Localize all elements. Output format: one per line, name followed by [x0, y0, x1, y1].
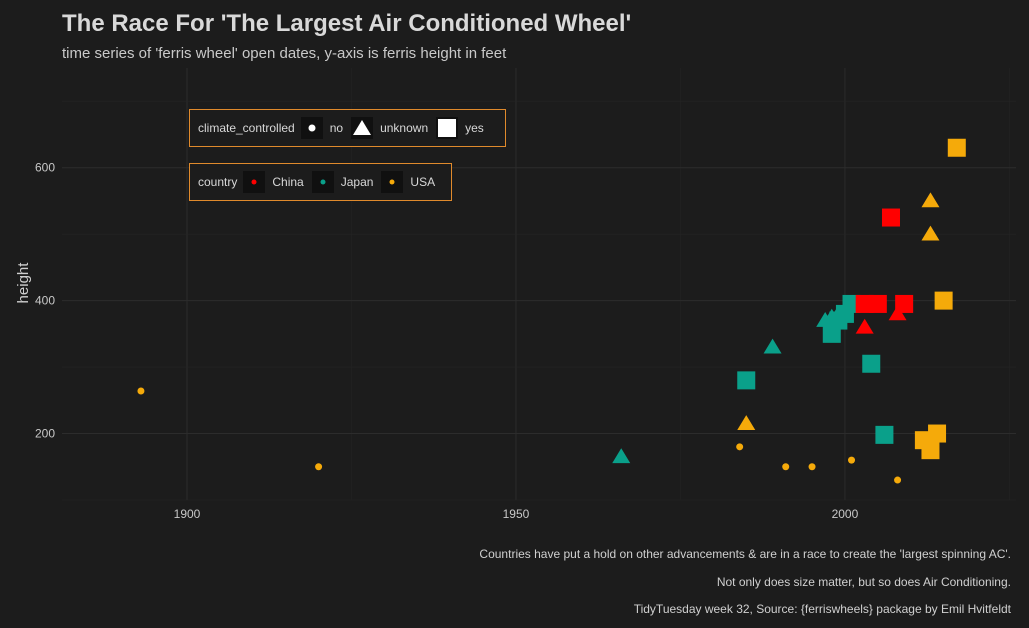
data-point-japan [862, 354, 881, 373]
data-point-usa [808, 463, 816, 471]
legend-country: country China Japan USA [189, 163, 452, 201]
usa-dot-icon [381, 171, 404, 193]
data-point-usa [782, 463, 790, 471]
legend-country-title: country [198, 175, 238, 189]
data-point-usa [315, 463, 323, 471]
data-point-usa [894, 476, 902, 484]
legend-label-china: China [272, 175, 304, 189]
legend-item-china: China [243, 171, 307, 193]
x-axis-ticks: 1900 1950 2000 [174, 507, 859, 521]
chart-title: The Race For 'The Largest Air Conditione… [62, 10, 632, 37]
legend-label-yes: yes [465, 121, 484, 135]
y-tick-label: 200 [35, 427, 55, 441]
legend-climate-controlled: climate_controlled no unknown yes [189, 109, 506, 147]
japan-dot-icon [311, 171, 334, 193]
data-point-usa [921, 192, 940, 208]
triangle-key-icon [351, 117, 374, 139]
data-point-china [868, 294, 887, 313]
chart-subtitle: time series of 'ferris wheel' open dates… [62, 45, 507, 62]
legend-item-japan: Japan [311, 171, 378, 193]
caption-line-2: Not only does size matter, but so does A… [716, 575, 1011, 589]
x-tick-label: 2000 [832, 507, 859, 521]
china-dot-icon [243, 171, 266, 193]
data-point-china [895, 294, 914, 313]
data-point-usa [137, 387, 145, 395]
legend-item-no: no [300, 117, 347, 139]
data-point-usa [928, 424, 947, 443]
legend-climate-title: climate_controlled [198, 121, 295, 135]
data-point-japan [763, 338, 782, 354]
legend-item-usa: USA [381, 171, 439, 193]
data-point-japan [875, 425, 894, 444]
data-point-usa [921, 225, 940, 241]
data-point-china [881, 208, 900, 227]
legend-label-japan: Japan [340, 175, 374, 189]
x-tick-label: 1950 [503, 507, 530, 521]
data-point-usa [934, 291, 953, 310]
legend-item-yes: yes [436, 117, 488, 139]
legend-label-unknown: unknown [380, 121, 429, 135]
square-key-icon [436, 117, 459, 139]
data-point-usa [736, 443, 744, 451]
data-point-japan [612, 448, 631, 464]
x-tick-label: 1900 [174, 507, 201, 521]
legend-label-no: no [329, 121, 344, 135]
data-point-usa [947, 138, 966, 157]
y-axis-label: height [15, 262, 32, 304]
data-point-usa [921, 441, 940, 460]
y-axis-ticks: 200 400 600 [35, 161, 55, 441]
legend-label-usa: USA [410, 175, 436, 189]
data-point-usa [737, 415, 756, 430]
circle-key-icon [300, 117, 323, 139]
data-points [137, 138, 966, 484]
caption-line-3: TidyTuesday week 32, Source: {ferriswhee… [633, 602, 1011, 616]
y-tick-label: 600 [35, 161, 55, 175]
data-point-china [855, 318, 874, 334]
data-point-japan [737, 371, 756, 390]
data-point-usa [848, 456, 856, 464]
grid-lines [62, 68, 1016, 501]
y-tick-label: 400 [35, 294, 55, 308]
caption-line-1: Countries have put a hold on other advan… [479, 547, 1011, 561]
legend-item-unknown: unknown [351, 117, 432, 139]
